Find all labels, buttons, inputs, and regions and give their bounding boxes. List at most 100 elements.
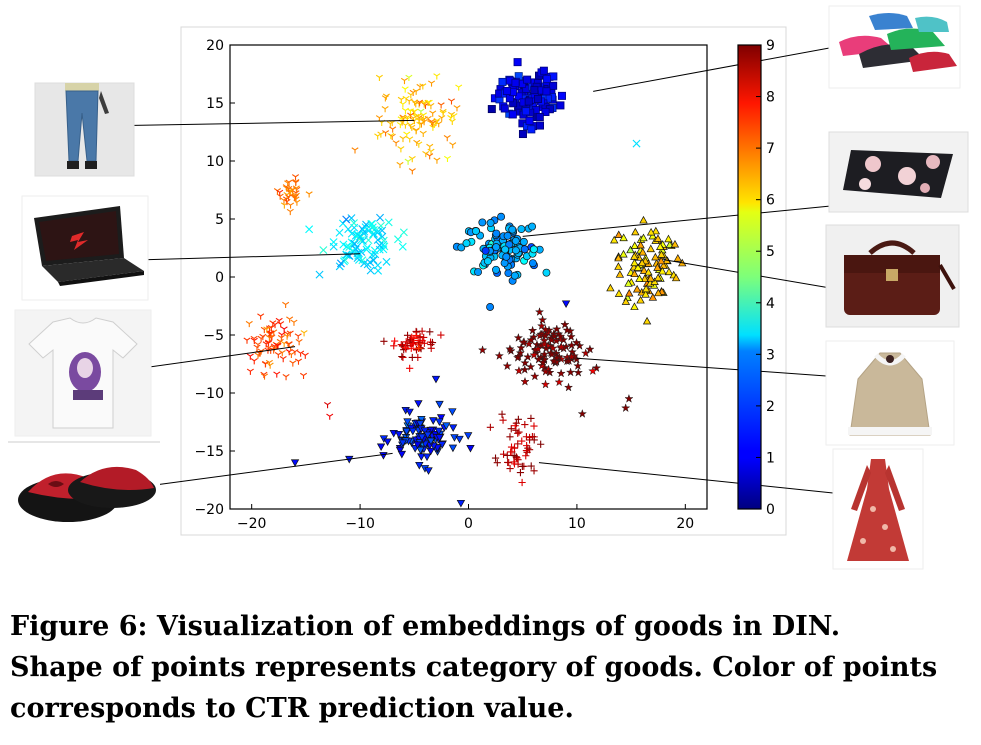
leader-line-sneakers xyxy=(593,41,863,92)
scatter-point-dress xyxy=(486,423,494,431)
scatter-point-jeans xyxy=(426,153,434,160)
scatter-point-laptop xyxy=(356,232,364,241)
scatter-point-coat xyxy=(571,337,582,347)
scatter-point-handbag xyxy=(639,233,648,242)
scatter-point-t-shirt xyxy=(263,326,271,333)
scatter-point-slippers xyxy=(435,400,444,409)
scatter-point-laptop xyxy=(354,251,363,260)
scatter-point-dress xyxy=(512,426,520,434)
scatter-point-jeans xyxy=(407,92,415,99)
scatter-point-phone-case xyxy=(511,236,520,245)
scatter-point-coat-red xyxy=(412,332,420,340)
leader-line-dress xyxy=(538,462,863,497)
x-tick-label: −10 xyxy=(345,516,375,532)
scatter-point-laptop xyxy=(345,243,354,251)
scatter-point-dress xyxy=(523,448,531,456)
scatter-point-jeans xyxy=(429,120,437,127)
scatter-point-t-shirt xyxy=(273,342,281,349)
scatter-point-coat-red xyxy=(418,327,426,335)
scatter-point-phone-case xyxy=(492,229,501,238)
caption-line-2: Shape of points represents category of g… xyxy=(10,652,938,683)
scatter-point-coat xyxy=(563,382,574,392)
scatter-point-shoes xyxy=(533,94,542,103)
scatter-point-shoes xyxy=(542,74,551,83)
scatter-point-coat-red xyxy=(406,364,414,372)
colorbar-tick-label: 8 xyxy=(766,90,775,106)
scatter-point-coat-red xyxy=(403,331,412,339)
scatter-point-coat xyxy=(556,368,566,378)
colorbar-ticks: 9 8 7 6 5 4 3 2 1 0 xyxy=(756,38,775,518)
scatter-point-handbag xyxy=(646,227,656,236)
scatter-point-t-shirt xyxy=(286,316,294,323)
scatter-point-t-shirt xyxy=(245,320,253,328)
scatter-point-jeans xyxy=(382,93,390,100)
scatter-point-shoes xyxy=(525,116,534,125)
scatter-point-dress xyxy=(510,460,519,468)
scatter-point-t-shirt xyxy=(260,371,268,378)
scatter-point-handbag xyxy=(610,235,619,244)
scatter-point-handbag xyxy=(626,245,635,254)
scatter-point-t-shirt xyxy=(277,335,285,342)
dress-image xyxy=(832,448,924,570)
x-tick-label: 0 xyxy=(464,516,473,532)
scatter-point-coat xyxy=(536,320,547,331)
scatter-point-handbag xyxy=(664,267,674,276)
scatter-point-coat xyxy=(560,319,570,329)
colorbar-tick-label: 0 xyxy=(766,502,775,518)
scatter-point-slippers xyxy=(417,433,427,442)
scatter-point-slippers xyxy=(426,447,435,456)
scatter-point-phone-case xyxy=(486,303,495,311)
scatter-point-phone-case xyxy=(492,243,501,252)
scatter-point-jeans xyxy=(429,110,437,117)
scatter-point-t-shirt xyxy=(279,355,287,363)
scatter-point-t-shirt xyxy=(294,358,303,365)
scatter-point-laptop xyxy=(375,241,384,250)
scatter-point-phone-case xyxy=(529,245,538,254)
scatter-point-jeans xyxy=(374,133,382,140)
scatter-point-jeans xyxy=(455,84,463,91)
scatter-point-handbag xyxy=(636,295,645,304)
scatter-point-dress xyxy=(493,459,501,467)
scatter-point-jeans xyxy=(351,147,359,154)
x-tick-label: −20 xyxy=(237,516,267,532)
scatter-point-jeans xyxy=(408,155,416,163)
colorbar xyxy=(737,44,762,510)
scatter-point-handbag xyxy=(653,273,663,282)
scatter-point-dress xyxy=(537,440,545,448)
scatter-point-handbag xyxy=(624,279,633,287)
scatter-point-slippers xyxy=(466,444,475,453)
scatter-point-t-shirt xyxy=(289,360,297,367)
scatter-point-jeans xyxy=(401,86,409,93)
scatter-point-handbag xyxy=(637,258,647,267)
scatter-point-slippers xyxy=(455,435,464,444)
scatter-point-slippers xyxy=(383,438,392,447)
scatter-point-coat xyxy=(520,364,530,374)
scatter-point-jeans xyxy=(422,150,430,158)
colorbar-tick-label: 9 xyxy=(766,38,775,54)
scatter-point-t-shirt xyxy=(265,334,273,342)
scatter-point-handbag xyxy=(656,242,665,250)
scatter-point-coat xyxy=(554,377,564,387)
slippers-image xyxy=(8,441,160,538)
scatter-point-jeans xyxy=(415,117,423,125)
scatter-point-laptop xyxy=(368,219,377,228)
scatter-point-phone-case xyxy=(497,212,506,221)
scatter-point-coat xyxy=(512,352,523,362)
scatter-point-t-shirt xyxy=(265,359,273,367)
scatter-point-jeans xyxy=(401,122,409,129)
scatter-point-dress xyxy=(527,414,535,422)
scatter-point-jeans xyxy=(443,135,451,142)
scatter-point-phone-case xyxy=(503,231,512,240)
scatter-point-jeans xyxy=(426,143,434,151)
scatter-point-slippers xyxy=(397,450,407,459)
scatter-point-phone-case xyxy=(486,219,495,227)
scatter-point-laptop xyxy=(378,226,387,235)
scatter-point-coat-red xyxy=(401,344,410,352)
scatter-point-coat xyxy=(565,367,576,377)
x-tick-label: 20 xyxy=(676,516,694,532)
colorbar-tick-label: 4 xyxy=(766,296,775,312)
y-tick-label: 5 xyxy=(215,212,224,228)
scatter-point-t-shirt xyxy=(262,341,270,348)
scatter-point-coat-red xyxy=(408,353,416,362)
scatter-point-phone-case xyxy=(474,268,482,276)
